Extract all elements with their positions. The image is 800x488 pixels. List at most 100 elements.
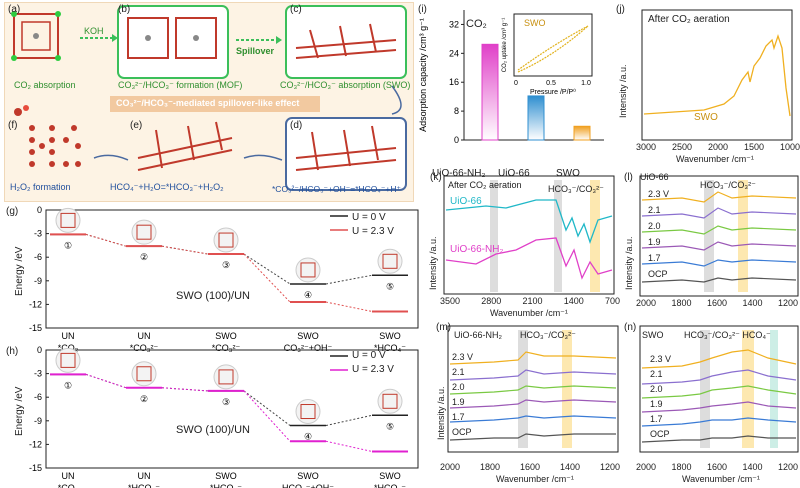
- structure-mof-2: [218, 232, 234, 248]
- step-number-2: ③: [222, 260, 230, 270]
- step-top-0: UN: [62, 331, 75, 341]
- energy-frame-0: [45, 209, 419, 329]
- trace-n-1: [641, 369, 797, 385]
- structure-mof-1: [136, 224, 152, 240]
- energy-ytick-label: -3: [34, 229, 42, 239]
- panel-i-label: (i): [418, 4, 427, 15]
- connector-0V: [325, 414, 373, 427]
- panel-m-ylabel: Intensity /a.u.: [436, 386, 446, 440]
- box-b: [117, 5, 229, 79]
- i-inset-xtick: 0.5: [546, 80, 556, 87]
- trace-m-2: [449, 385, 617, 395]
- arrow-d-e: [243, 154, 283, 161]
- i-ytick-label: 24: [449, 48, 459, 58]
- structure-icon-2: [213, 227, 239, 253]
- panel-m-label: (m): [436, 322, 451, 333]
- panel-k-title: After CO₂ aeration: [448, 180, 522, 190]
- panel-h-center: SWO (100)/UN: [176, 424, 250, 436]
- trace-m-1: [449, 369, 617, 381]
- arrow-c-d: [391, 85, 402, 115]
- energy-ytick-label: 0: [37, 345, 42, 355]
- structure-mof-0: [60, 352, 76, 368]
- step-number-3: ④: [304, 290, 312, 300]
- panel-n-xticks: 2000 1800 1600 1400 1200: [636, 462, 798, 472]
- swo-d-graphic: [295, 125, 397, 171]
- caption-b: CO₃²⁻/HCO₃⁻ formation (MOF): [118, 80, 243, 90]
- panel-j-ylabel: Intensity /a.u.: [618, 64, 628, 118]
- panel-l-xticks: 2000 1800 1600 1400 1200: [636, 298, 798, 308]
- step-bottom-2: *HCO₃⁻: [210, 483, 242, 488]
- i-ylabel: Adsorption capacity /cm³ g⁻¹: [418, 18, 428, 132]
- bar-0: [481, 43, 499, 141]
- panel-j-label: (j): [616, 4, 625, 15]
- arrow-e-f: [93, 154, 129, 161]
- trace-l-5: [641, 277, 797, 283]
- structure-icon-4: [377, 248, 403, 274]
- energy-ytick-label: -9: [34, 276, 42, 286]
- banner-text: CO₃²⁻/HCO₃⁻-mediated spillover-like effe…: [116, 98, 300, 108]
- step-number-0: ①: [64, 380, 72, 390]
- step-number-3: ④: [304, 432, 312, 442]
- bar-1: [527, 95, 545, 141]
- i-inset-xtick: 0: [514, 80, 518, 87]
- panel-m-trace-labels: 2.3 V 2.1 2.0 1.9 1.7 OCP: [452, 352, 474, 437]
- step-top-1: UN: [138, 331, 151, 341]
- trace-m-4: [449, 415, 617, 423]
- energy-ytick-label: -12: [29, 439, 42, 449]
- step-number-0: ①: [64, 240, 72, 250]
- step-top-4: SWO: [379, 331, 401, 341]
- connector-0V: [161, 245, 209, 255]
- connector-23V: [243, 253, 291, 303]
- caption-d: *CO₃²⁻/HCO₃⁻+OH⁻=*HCO₄⁻+H⁺: [272, 184, 401, 194]
- koh-label: KOH: [84, 26, 104, 36]
- step-bottom-0: *CO₂: [58, 483, 79, 488]
- step-top-3: SWO: [297, 331, 319, 341]
- banner-bg: [110, 96, 320, 112]
- schematic-graphics: [11, 5, 407, 191]
- step-number-2: ③: [222, 397, 230, 407]
- panel-m-chart: [447, 325, 619, 453]
- step-top-0: UN: [62, 471, 75, 481]
- mof-a-graphic: [11, 11, 61, 61]
- panel-l-trace-labels: 2.3 V 2.1 2.0 1.9 1.7 OCP: [648, 189, 670, 279]
- step-top-2: SWO: [215, 471, 237, 481]
- panel-j-title: After CO₂ aeration: [648, 14, 730, 25]
- step-top-4: SWO: [379, 471, 401, 481]
- connector-23V: [325, 440, 373, 452]
- structure-icon-2: [213, 364, 239, 390]
- panel-i-chart: 0 8 16 24 32 Adsorption capacity /cm³ g⁻¹ SWO 0…: [418, 10, 604, 145]
- panel-l-ylabel: Intensity /a.u.: [624, 236, 634, 290]
- panel-l-band: HCO₃⁻/CO₃²⁻: [700, 180, 756, 190]
- i-inset-sample: SWO: [524, 18, 546, 28]
- panel-m-band: HCO₃⁻/CO₃²⁻: [520, 330, 576, 340]
- trace-l-2: [641, 225, 797, 235]
- panel-c-label: (c): [290, 4, 302, 15]
- panel-b-label: (b): [118, 4, 131, 15]
- panel-n-xlabel: Wavenumber /cm⁻¹: [682, 474, 760, 484]
- h2o2-graphic: [29, 125, 81, 167]
- energy-ytick-label: -9: [34, 416, 42, 426]
- panel-m-sample: UiO-66-NH₂: [454, 330, 502, 340]
- energy-frame-1: [45, 349, 419, 469]
- panel-n-band: HCO₃⁻/CO₃²⁻ HCO₄⁻: [684, 330, 771, 340]
- panel-j-xlabel: Wavenumber /cm⁻¹: [676, 154, 754, 164]
- panel-f-label: (f): [8, 120, 18, 131]
- structure-mof-4: [382, 253, 398, 269]
- energy-ytick-label: -3: [34, 369, 42, 379]
- connector-0V: [243, 253, 291, 285]
- panel-l-chart: [639, 175, 799, 297]
- trace-l-0: [641, 191, 797, 203]
- trace-l-4: [641, 259, 797, 267]
- energy-diagrams: 0 -3 -6 -9 -12 -15 ① UN *CO₂ ② UN *CO₃²⁻ ③ SWO *CO₃²⁻ ④…: [29, 205, 419, 488]
- panel-l-label: (l): [624, 172, 633, 183]
- panel-n-sample: SWO: [642, 330, 664, 340]
- trace-n-0: [641, 349, 797, 369]
- panel-d-label: (d): [290, 120, 303, 131]
- connector-23V: [243, 390, 291, 442]
- step-bottom-4: *HCO₄⁻: [374, 343, 406, 353]
- connector-23V: [161, 245, 209, 255]
- structure-mof-3: [300, 404, 316, 420]
- swo-e-graphic: [137, 121, 233, 171]
- structure-icon-0: [55, 207, 81, 233]
- caption-a: CO₂ absorption: [14, 80, 76, 90]
